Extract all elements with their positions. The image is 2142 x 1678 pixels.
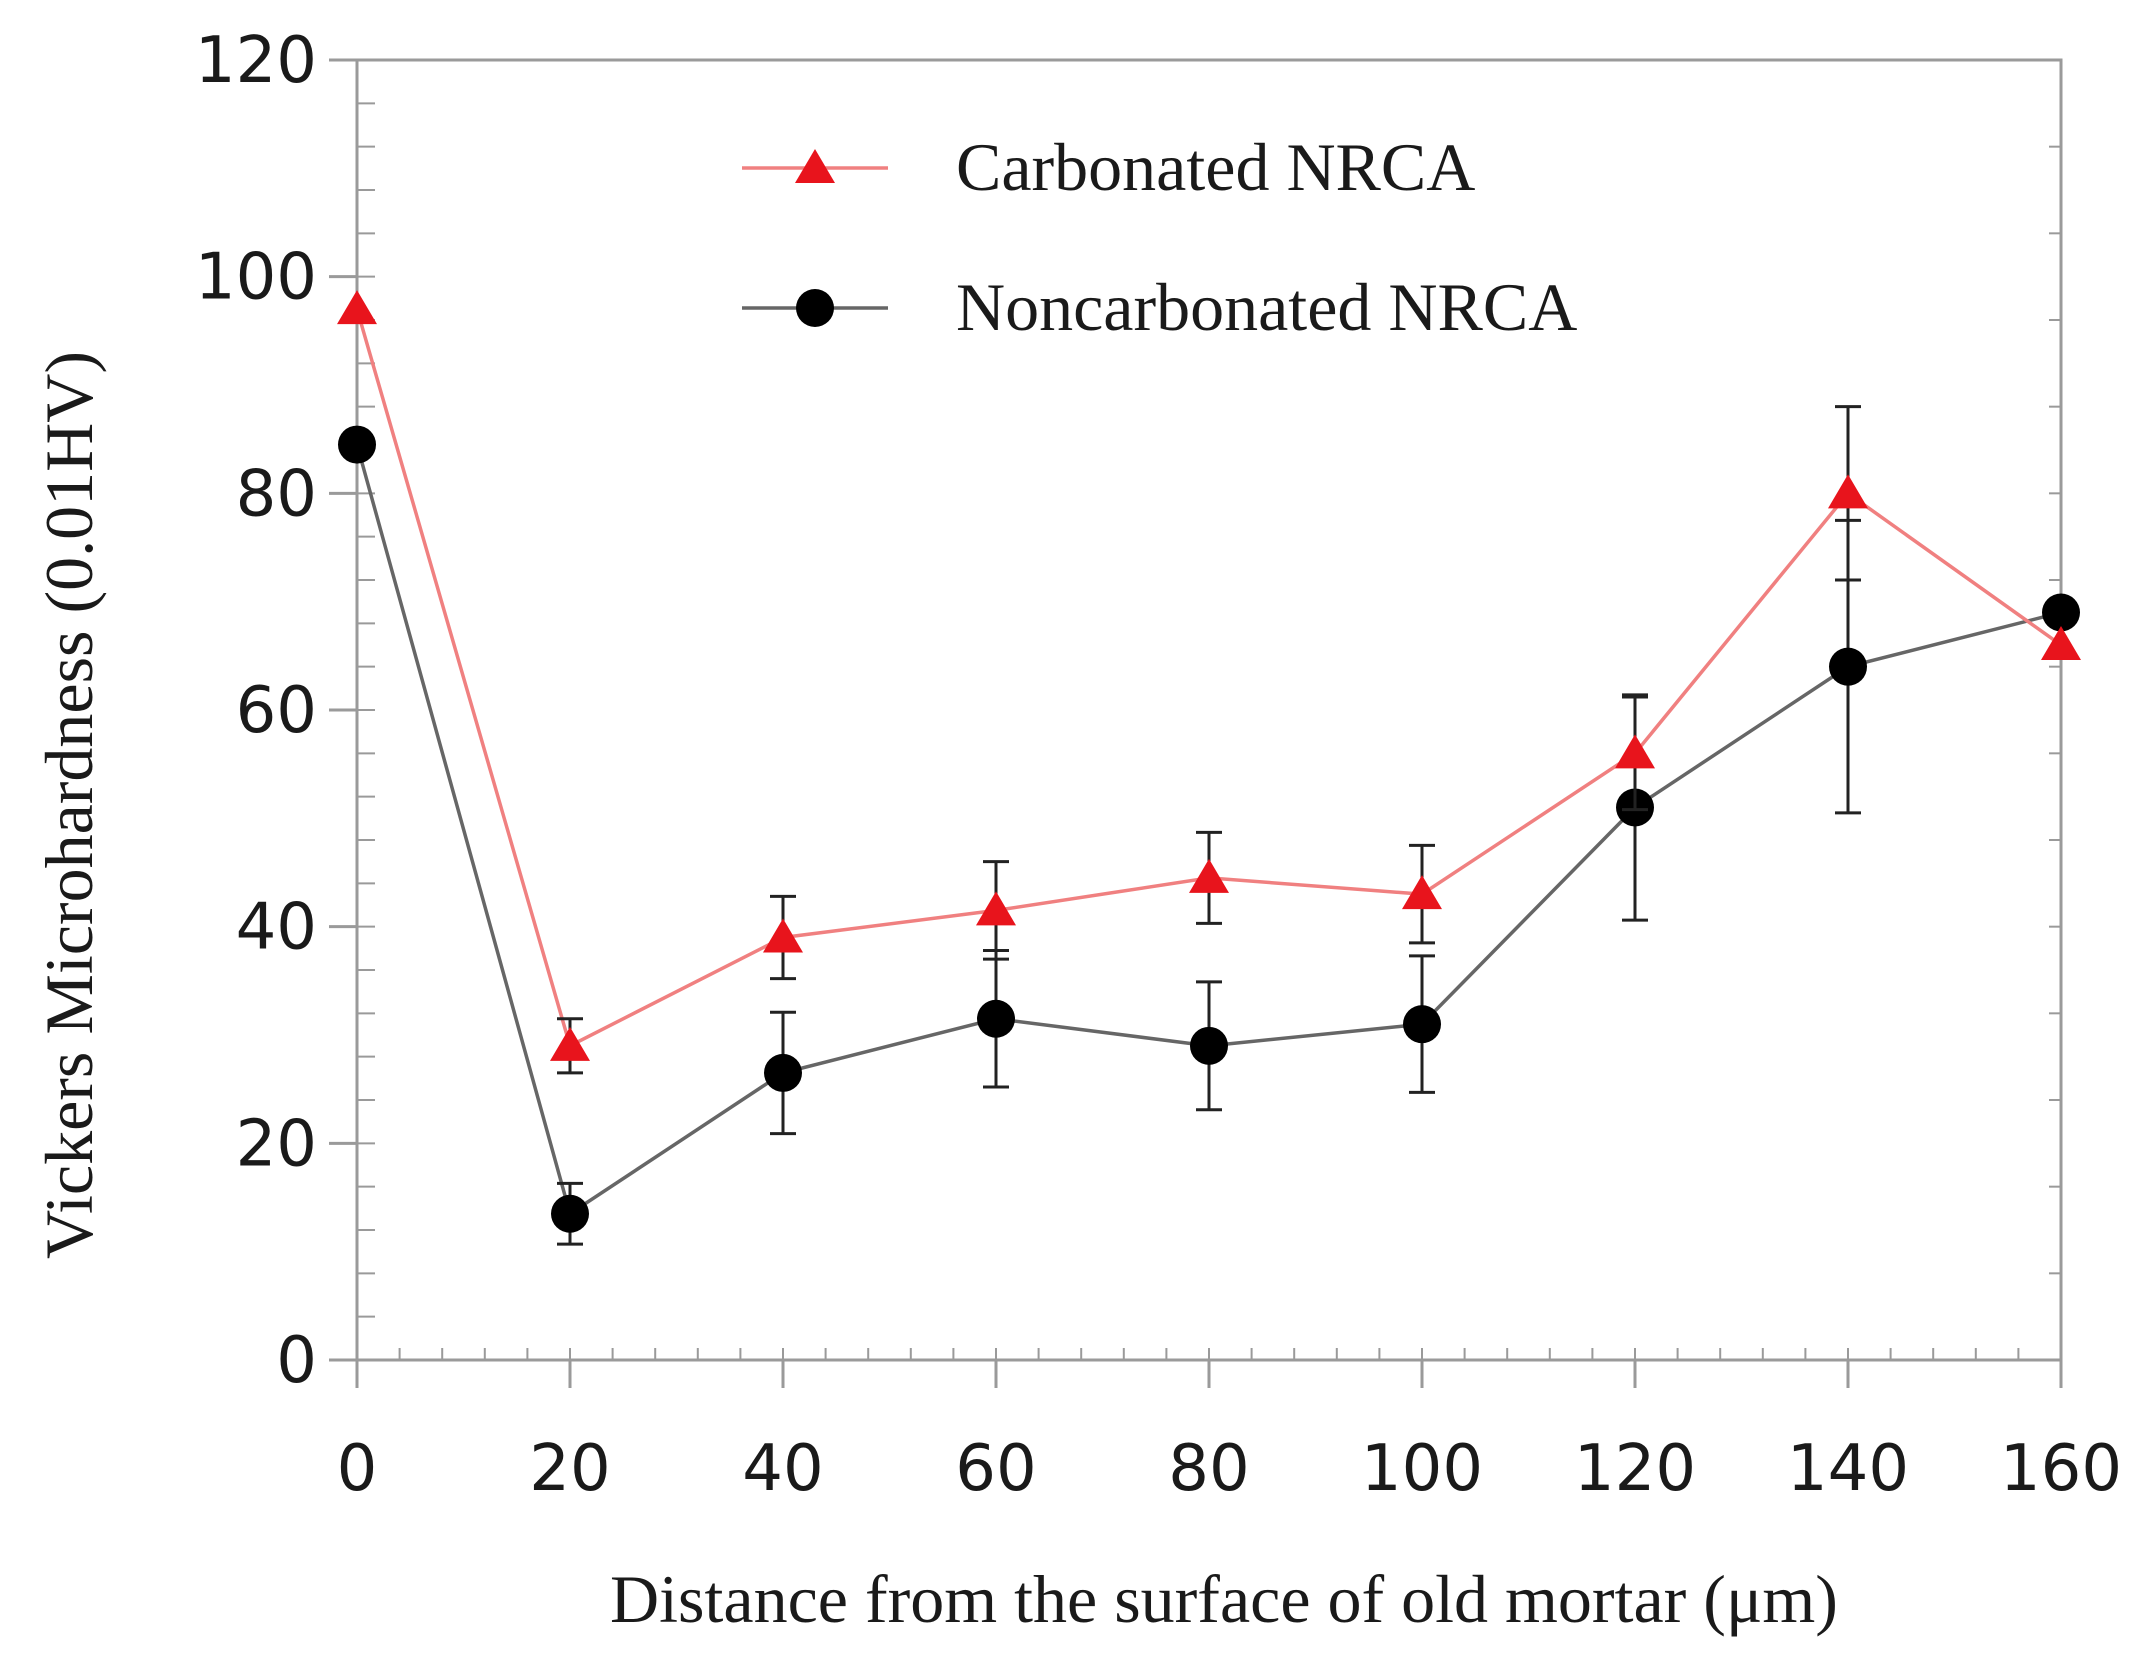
data-point — [764, 1053, 802, 1092]
data-point — [1829, 647, 1867, 686]
legend-marker — [795, 149, 835, 183]
x-tick-label: 160 — [2000, 1432, 2122, 1506]
data-point — [551, 1194, 589, 1233]
data-point — [1403, 1005, 1441, 1044]
y-tick-label: 20 — [236, 1107, 317, 1181]
legend-label: Carbonated NRCA — [956, 129, 1475, 205]
x-tick-label: 140 — [1787, 1432, 1909, 1506]
data-point — [1189, 858, 1229, 893]
x-tick-label: 40 — [742, 1432, 823, 1506]
x-axis-title: Distance from the surface of old mortar … — [610, 1561, 1838, 1637]
legend-item: Carbonated NRCA — [742, 129, 1475, 205]
data-point — [1615, 734, 1655, 769]
minor-ticks — [356, 59, 2062, 1361]
data-point — [337, 290, 377, 325]
y-tick-label: 100 — [195, 241, 317, 315]
x-tick-label: 20 — [529, 1432, 610, 1506]
data-point — [2042, 593, 2080, 632]
data-point — [763, 918, 803, 953]
data-point — [976, 891, 1016, 926]
legend-item: Noncarbonated NRCA — [742, 269, 1577, 345]
x-tick-label: 0 — [337, 1432, 378, 1506]
x-axis: 0 20 40 60 80 100 120 140 160 — [337, 1360, 2122, 1506]
x-tick-label: 80 — [1168, 1432, 1249, 1506]
plot-frame — [355, 58, 2063, 1362]
y-tick-label: 120 — [195, 24, 317, 98]
data-point — [550, 1026, 590, 1061]
series-layer — [337, 290, 2081, 1246]
data-point — [977, 999, 1015, 1038]
data-point — [338, 425, 376, 464]
series-line — [355, 308, 2063, 1049]
data-point — [1190, 1026, 1228, 1065]
legend: Carbonated NRCA Noncarbonated NRCA — [742, 129, 1577, 345]
data-point — [1828, 474, 1868, 509]
legend-marker — [796, 289, 834, 327]
y-axis-title: Vickers Microhardness (0.01HV) — [31, 351, 107, 1259]
x-tick-label: 60 — [955, 1432, 1036, 1506]
legend-label: Noncarbonated NRCA — [956, 269, 1577, 345]
y-tick-label: 40 — [236, 891, 317, 965]
y-tick-label: 80 — [236, 457, 317, 531]
y-tick-label: 0 — [276, 1324, 317, 1398]
data-point — [2041, 626, 2081, 660]
series-carbonated-nrca — [337, 290, 2081, 1075]
x-tick-label: 100 — [1361, 1432, 1483, 1506]
x-tick-label: 120 — [1574, 1432, 1696, 1506]
y-tick-label: 60 — [236, 674, 317, 748]
data-point — [1402, 875, 1442, 910]
y-axis: 0 20 40 60 80 100 120 — [195, 24, 357, 1398]
